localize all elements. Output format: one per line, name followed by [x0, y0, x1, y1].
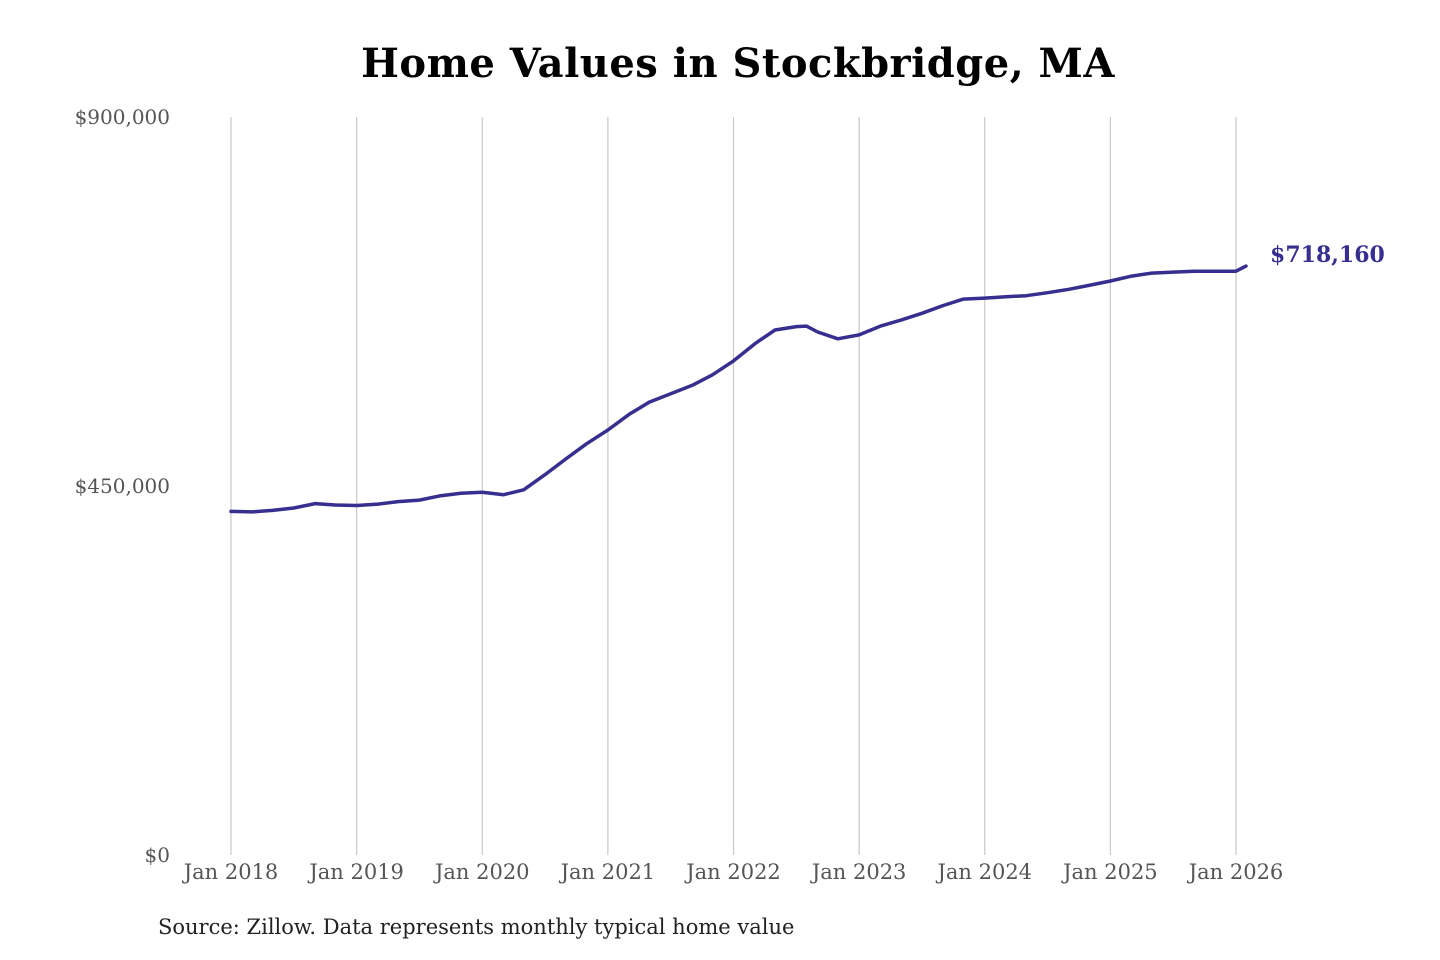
y-tick-label: $0 — [145, 843, 170, 867]
end-value-label: $718,160 — [1270, 242, 1385, 268]
gridlines — [230, 117, 1237, 855]
x-axis-ticks: Jan 2018 Jan 2019 Jan 2020 Jan 2021 Jan 2022… — [182, 860, 1284, 884]
x-tick-label: Jan 2026 — [1187, 860, 1284, 884]
x-tick-label: Jan 2019 — [307, 860, 404, 884]
y-tick-label: $450,000 — [75, 474, 170, 498]
source-note: Source: Zillow. Data represents monthly … — [158, 915, 795, 939]
y-tick-label: $900,000 — [75, 105, 170, 129]
home-value-line — [229, 264, 1248, 514]
y-axis-ticks: $0 $450,000 $900,000 — [75, 105, 170, 867]
x-tick-label: Jan 2025 — [1061, 860, 1158, 884]
x-tick-label: Jan 2020 — [433, 860, 530, 884]
x-tick-label: Jan 2018 — [182, 860, 279, 884]
x-tick-label: Jan 2023 — [810, 860, 907, 884]
x-tick-label: Jan 2024 — [935, 860, 1032, 884]
chart-title: Home Values in Stockbridge, MA — [361, 40, 1115, 87]
x-tick-label: Jan 2021 — [559, 860, 656, 884]
x-tick-label: Jan 2022 — [684, 860, 781, 884]
